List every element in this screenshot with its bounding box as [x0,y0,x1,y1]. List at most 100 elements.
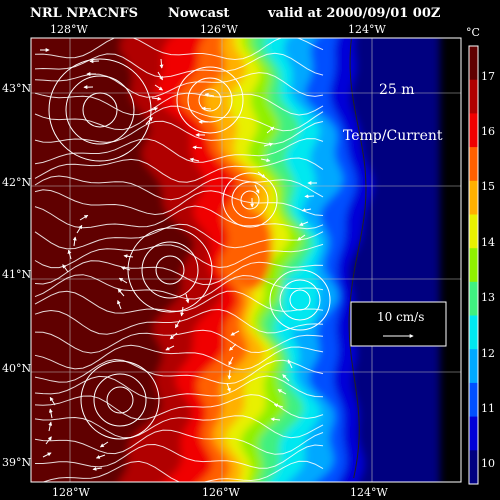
current-streamline [34,92,324,116]
map-area [31,38,461,482]
current-arrow [180,306,185,317]
eddy-streamline [198,88,222,112]
current-streamline [34,175,324,201]
current-arrow [79,214,89,221]
lat-label-40n: 40°N [2,362,32,375]
eddy-streamline [222,172,278,228]
current-streamline [34,429,324,455]
current-streamline [34,358,324,385]
vector-scale-label: 10 cm/s [377,310,425,324]
current-arrow [263,142,274,147]
current-arrow [297,234,306,241]
current-streamline [34,105,324,132]
colorbar-cell [469,450,478,485]
current-streamline [34,189,324,216]
map-frame [30,37,462,483]
current-arrow [301,208,312,213]
colorbar-tick-11: 11 [481,402,495,415]
temperature-band [31,38,194,482]
lon-label-top-128w: 128°W [50,23,88,36]
colorbar-cell [469,349,478,384]
current-arrow [185,293,190,304]
colorbar [469,46,478,485]
current-arrow [154,84,164,91]
current-streamline [34,120,324,145]
eddy-streamline [93,373,147,427]
current-arrow [174,319,181,329]
current-streamline [34,344,324,371]
lat-label-39n: 39°N [2,456,32,469]
current-arrow [62,264,69,273]
lon-label-top-124w: 124°W [348,23,386,36]
current-arrow [157,71,163,81]
current-arrow [159,58,164,69]
current-arrow [48,408,53,419]
lat-label-43n: 43°N [2,82,32,95]
colorbar-cell [469,147,478,182]
current-arrow [99,441,109,448]
valid-time: valid at 2000/09/01 00Z [268,6,441,21]
current-arrow [118,277,128,284]
current-arrow [266,126,275,134]
current-arrow [227,369,232,380]
colorbar-unit: °C [466,26,480,39]
current-arrow [270,417,281,422]
current-arrow [226,382,231,393]
colorbar-tick-16: 16 [481,125,495,138]
current-streamline [34,157,324,183]
current-streamline [34,290,324,314]
current-arrow [192,145,203,150]
current-streamline [34,415,324,439]
current-arrow [287,359,293,369]
current-streamline [34,274,324,300]
eddy-streamline [176,66,244,134]
forecast-type: Nowcast [168,6,230,21]
current-streamline [34,138,324,165]
current-streamline [34,243,324,269]
current-streamline [34,205,324,230]
colorbar-cell [469,79,478,114]
current-arrow [201,106,212,111]
lon-label-top-126w: 126°W [200,23,238,36]
current-arrow [277,389,287,395]
colorbar-cell [469,180,478,215]
current-arrow [49,396,56,406]
eddy-streamline [65,75,135,145]
eddy-streamline [127,227,213,313]
lon-label-bottom-124w: 124°W [350,486,388,499]
colorbar-tick-14: 14 [481,236,495,249]
current-arrow [117,288,125,297]
current-streamline [34,260,324,286]
current-arrow [229,343,237,351]
current-streamline [34,52,324,78]
current-arrow [189,157,200,162]
current-arrow [254,184,260,194]
colorbar-cell [469,214,478,249]
current-arrow [123,254,134,259]
colorbar-cell [469,46,478,81]
current-arrow [145,117,153,125]
eddy-streamline [141,241,199,299]
current-streamlines [34,38,331,482]
current-streamline [34,329,324,354]
colorbar-cell [469,416,478,451]
current-streamline [34,375,324,400]
colorbar-tick-12: 12 [481,347,495,360]
eddy-streamline [80,360,160,440]
eddy-streamline [106,386,134,414]
current-arrow [228,356,234,366]
current-arrow [273,403,284,408]
eddy-streamline [155,255,185,285]
current-arrow [72,236,77,247]
current-streamline [34,38,324,61]
colorbar-cell [469,248,478,283]
current-arrow [298,221,309,226]
current-arrow [169,332,178,340]
colorbar-cell [469,113,478,148]
current-arrow [148,107,159,112]
colorbar-tick-17: 17 [481,70,495,83]
current-streamline [35,443,324,469]
current-arrow [282,374,290,382]
lon-label-bottom-126w: 126°W [202,486,240,499]
